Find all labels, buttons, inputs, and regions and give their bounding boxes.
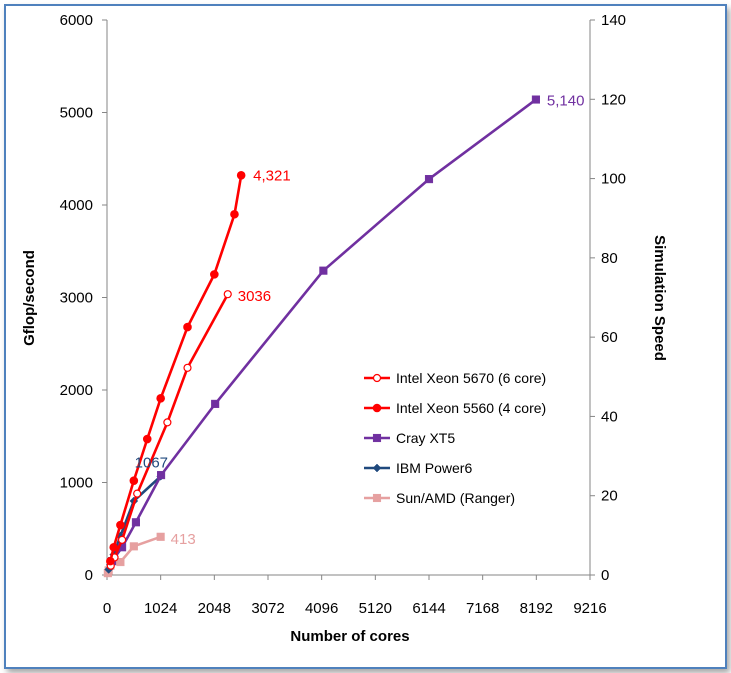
y2-tick-label: 60 bbox=[601, 329, 618, 346]
data-point bbox=[116, 558, 125, 567]
y-tick-label: 2000 bbox=[60, 382, 93, 399]
chart-axes: 0 1024 2048 3072 4096 5120 6144 7168 8192 9216 0 10… bbox=[60, 12, 626, 617]
x-tick-label: 5120 bbox=[359, 600, 392, 617]
data-label: 3036 bbox=[238, 288, 271, 305]
y-tick-label: 0 bbox=[85, 567, 93, 584]
data-point bbox=[156, 394, 165, 403]
data-label: 413 bbox=[171, 531, 196, 548]
legend-label: Cray XT5 bbox=[396, 430, 455, 446]
data-point bbox=[156, 532, 165, 541]
data-point bbox=[236, 171, 246, 180]
legend-marker bbox=[372, 493, 382, 503]
x-tick-label: 4096 bbox=[305, 600, 338, 617]
y2-tick-label: 80 bbox=[601, 250, 618, 267]
legend-marker bbox=[372, 463, 382, 473]
data-point bbox=[142, 434, 152, 444]
data-point bbox=[129, 542, 138, 551]
y-tick-label: 1000 bbox=[60, 475, 93, 492]
x-axis-title: Number of cores bbox=[290, 628, 409, 645]
x-tick-label: 3072 bbox=[251, 600, 284, 617]
x-tick-label: 7168 bbox=[466, 600, 499, 617]
x-tick-label: 0 bbox=[103, 600, 111, 617]
x-tick-label: 9216 bbox=[573, 600, 606, 617]
legend: Intel Xeon 5670 (6 core) Intel Xeon 5560 … bbox=[358, 358, 586, 520]
data-point bbox=[210, 270, 219, 279]
y2-tick-label: 40 bbox=[601, 408, 618, 425]
data-point bbox=[133, 489, 142, 498]
data-point bbox=[183, 363, 192, 372]
data-label: 5,140 bbox=[547, 93, 585, 110]
legend-marker bbox=[372, 373, 382, 383]
data-point bbox=[211, 399, 220, 408]
legend-box bbox=[358, 358, 586, 520]
series-line bbox=[109, 175, 243, 562]
x-tick-label: 8192 bbox=[520, 600, 553, 617]
y2-tick-label: 20 bbox=[601, 488, 618, 505]
y-tick-label: 4000 bbox=[60, 197, 93, 214]
data-label: 1067 bbox=[135, 454, 168, 471]
data-point bbox=[157, 471, 166, 480]
x-tick-label: 2048 bbox=[198, 600, 231, 617]
data-point bbox=[183, 322, 192, 332]
data-point bbox=[319, 266, 328, 275]
x-tick-label: 6144 bbox=[412, 600, 445, 617]
legend-marker bbox=[372, 433, 382, 443]
y-axis-title: Gflop/second bbox=[21, 250, 38, 346]
data-point bbox=[230, 209, 239, 219]
y2-tick-label: 140 bbox=[601, 12, 626, 29]
legend-label: Intel Xeon 5670 (6 core) bbox=[396, 370, 546, 386]
data-point bbox=[129, 476, 139, 485]
data-point bbox=[223, 290, 232, 299]
y-tick-label: 3000 bbox=[60, 290, 93, 307]
plot-area: 4,321 3036 5,140 1067 413 bbox=[103, 93, 585, 578]
legend-label: IBM Power6 bbox=[396, 460, 472, 476]
data-point bbox=[531, 95, 540, 104]
data-point bbox=[116, 520, 125, 530]
legend-label: Sun/AMD (Ranger) bbox=[396, 490, 515, 506]
y2-tick-label: 0 bbox=[601, 567, 609, 584]
legend-marker bbox=[372, 403, 382, 413]
data-label: 4,321 bbox=[253, 167, 291, 184]
data-point bbox=[163, 418, 172, 427]
y2-tick-label: 120 bbox=[601, 91, 626, 108]
legend-label: Intel Xeon 5560 (4 core) bbox=[396, 400, 546, 416]
x-tick-label: 1024 bbox=[144, 600, 177, 617]
y-tick-label: 5000 bbox=[60, 105, 93, 122]
data-point bbox=[106, 556, 115, 566]
data-point bbox=[109, 542, 119, 552]
y-tick-label: 6000 bbox=[60, 12, 93, 29]
data-point bbox=[131, 518, 140, 527]
y2-axis-title: Simulation Speed bbox=[651, 235, 668, 361]
series-line bbox=[109, 293, 229, 567]
data-point bbox=[424, 175, 434, 184]
data-point bbox=[117, 535, 127, 544]
y2-tick-label: 100 bbox=[601, 171, 626, 188]
